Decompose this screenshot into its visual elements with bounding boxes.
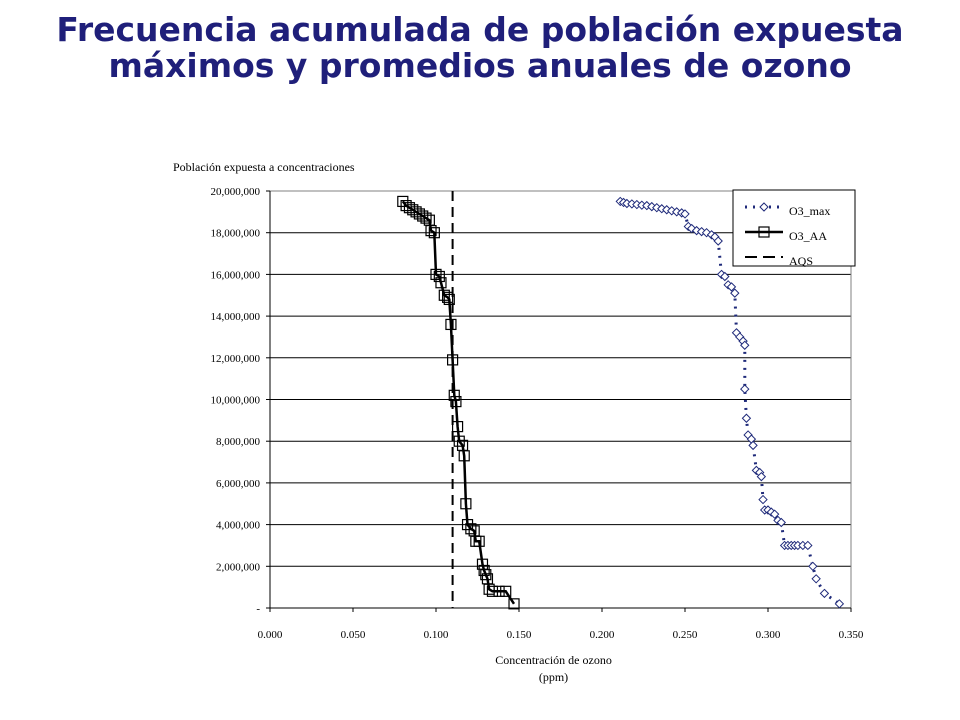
data-point-o3-aa xyxy=(461,518,474,531)
data-point-o3-max xyxy=(811,574,821,584)
data-point-o3-aa xyxy=(465,523,477,535)
data-point-o3-aa xyxy=(413,208,425,220)
gridlines xyxy=(270,190,851,567)
x-axis-label: Concentración de ozono xyxy=(495,653,612,667)
data-point-o3-aa xyxy=(500,585,512,597)
data-point-o3-max xyxy=(756,471,767,482)
title-line-1: Frecuencia acumulada de población expues… xyxy=(56,10,904,49)
x-tick-label: 0.350 xyxy=(839,629,864,641)
data-point-o3-aa xyxy=(400,199,412,212)
data-point-o3-aa xyxy=(478,564,490,577)
data-point-o3-max xyxy=(803,540,813,551)
data-point-o3-aa xyxy=(508,598,520,610)
data-point-o3-max xyxy=(769,509,780,519)
data-point-o3-aa xyxy=(410,206,422,218)
x-tick-label: 0.200 xyxy=(590,629,615,641)
data-point-o3-aa xyxy=(445,318,457,331)
x-tick-label: 0.250 xyxy=(673,629,698,641)
series-o3-max xyxy=(615,196,845,609)
page-title: Frecuencia acumulada de población expues… xyxy=(0,12,960,84)
y-tick-label: - xyxy=(256,603,260,615)
legend-label: O3_max xyxy=(789,204,830,218)
title-line-2: máximos y promedios anuales de ozono xyxy=(108,46,852,85)
data-point-o3-aa xyxy=(442,291,454,303)
data-point-o3-aa xyxy=(407,204,419,216)
data-point-o3-max xyxy=(834,599,845,609)
y-tick-label: 10,000,000 xyxy=(211,395,261,407)
data-point-o3-aa xyxy=(486,585,499,597)
data-point-o3-max xyxy=(740,340,750,350)
y-axis-label: Población expuesta a concentraciones xyxy=(173,160,355,174)
data-point-o3-max xyxy=(730,288,740,298)
series-layer xyxy=(397,191,845,610)
o3-aa-line xyxy=(401,200,516,605)
data-point-o3-aa xyxy=(443,293,455,306)
data-point-o3-aa xyxy=(417,210,429,222)
data-point-o3-aa xyxy=(453,435,465,447)
data-point-o3-aa xyxy=(451,421,464,433)
x-tick-label: 0.150 xyxy=(507,629,532,641)
data-point-o3-aa xyxy=(480,569,492,581)
data-point-o3-aa xyxy=(397,195,409,208)
y-tick-label: 8,000,000 xyxy=(216,436,261,448)
legend-marker-o3-max xyxy=(759,202,769,212)
x-tick-label: 0.000 xyxy=(258,629,283,641)
data-point-o3-aa xyxy=(425,225,437,237)
data-point-o3-aa xyxy=(448,389,460,401)
legend-label: AQS xyxy=(789,254,813,268)
data-point-o3-max xyxy=(720,271,730,282)
data-point-o3-aa xyxy=(433,270,445,283)
x-tick-label: 0.100 xyxy=(424,629,449,641)
data-point-o3-max xyxy=(808,561,818,572)
y-tick-label: 18,000,000 xyxy=(211,228,261,240)
data-point-o3-max xyxy=(740,384,750,394)
legend-box xyxy=(732,189,856,267)
series-o3-aa xyxy=(397,195,520,610)
y-tick-label: 4,000,000 xyxy=(216,520,261,532)
y-tick-label: 20,000,000 xyxy=(211,186,261,198)
legend: O3_max O3_AA AQS xyxy=(732,189,856,268)
x-tick-label: 0.300 xyxy=(756,629,781,641)
y-tick-label: 14,000,000 xyxy=(211,311,261,323)
data-point-o3-max xyxy=(758,494,768,505)
data-point-o3-aa xyxy=(493,585,505,597)
data-point-o3-aa xyxy=(450,395,462,408)
data-point-o3-aa xyxy=(435,277,447,289)
data-point-o3-aa xyxy=(420,212,432,224)
axes: - 2,000,000 4,000,000 6,000,000 8,000,000 10,… xyxy=(211,186,864,641)
data-point-o3-aa xyxy=(428,227,440,239)
data-point-o3-aa xyxy=(403,202,416,214)
y-tick-label: 16,000,000 xyxy=(211,269,261,281)
legend-marker-o3-aa xyxy=(758,226,770,238)
data-point-o3-max xyxy=(713,236,723,246)
data-point-o3-max xyxy=(741,413,752,423)
data-point-o3-aa xyxy=(458,450,470,462)
x-axis-unit-label: (ppm) xyxy=(539,670,568,684)
data-point-o3-max xyxy=(748,440,758,451)
data-point-o3-max xyxy=(776,517,786,528)
data-point-o3-aa xyxy=(473,535,485,547)
data-point-o3-max xyxy=(819,588,830,599)
legend-label: O3_AA xyxy=(789,229,827,243)
data-point-o3-max xyxy=(680,209,690,219)
x-tick-label: 0.050 xyxy=(341,629,366,641)
data-point-o3-max xyxy=(726,282,737,292)
data-point-o3-aa xyxy=(460,498,472,510)
y-tick-label: 2,000,000 xyxy=(216,561,261,573)
y-tick-label: 6,000,000 xyxy=(216,478,261,490)
y-tick-label: 12,000,000 xyxy=(211,353,261,365)
